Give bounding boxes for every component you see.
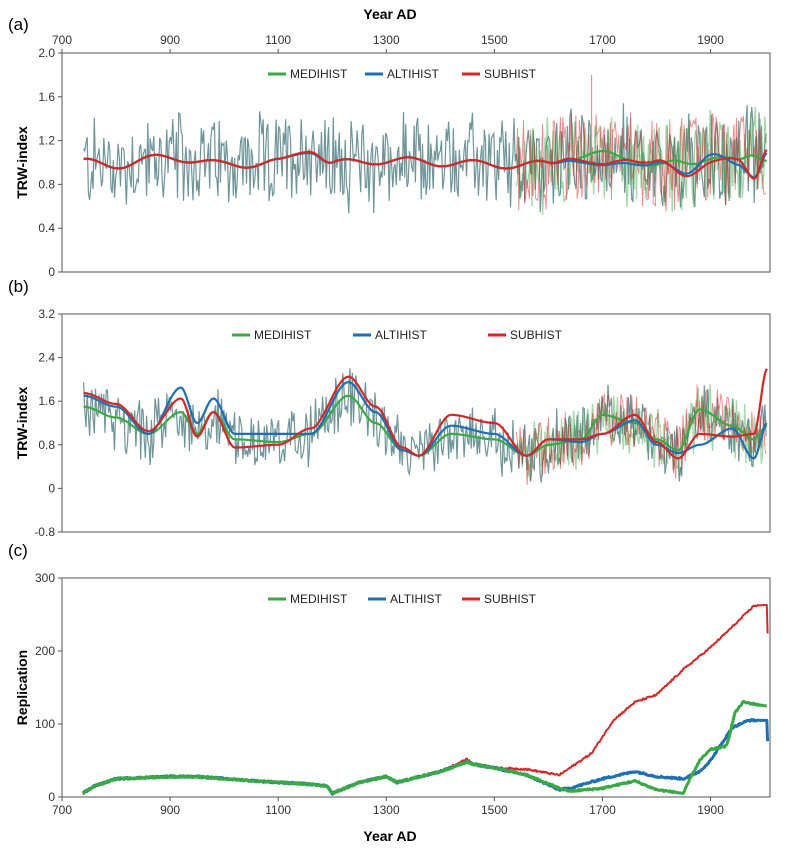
y-tick-label: 1.6 bbox=[38, 394, 55, 408]
raw-series-overlap bbox=[83, 103, 767, 214]
x-tick-label: 1300 bbox=[373, 33, 400, 47]
y-tick-label: 0.8 bbox=[38, 177, 55, 191]
series-line-medihist bbox=[81, 700, 768, 795]
x-tick-label: 1700 bbox=[589, 803, 616, 817]
panel-c: (c) Replication 0 100 200 300 700 900 1100 1300 15… bbox=[8, 541, 771, 817]
series-line-subhist bbox=[83, 149, 768, 180]
x-tick-label: 1900 bbox=[697, 803, 724, 817]
series-line-altihist bbox=[81, 718, 770, 796]
y-tick-label: 0 bbox=[48, 790, 55, 804]
y-tick-label: 0.8 bbox=[38, 438, 55, 452]
x-tick-label: 1100 bbox=[265, 33, 291, 47]
legend-label: SUBHIST bbox=[510, 328, 563, 342]
y-tick-label: 200 bbox=[35, 644, 55, 658]
x-tick-label: 1700 bbox=[589, 33, 616, 47]
y-tick-label: 3.2 bbox=[38, 307, 55, 321]
y-tick-label: 0 bbox=[48, 265, 55, 279]
legend-label: MEDIHIST bbox=[290, 592, 348, 606]
y-tick-label: 1.2 bbox=[38, 134, 55, 148]
x-tick-label: 1500 bbox=[481, 803, 508, 817]
x-tick-label: 1900 bbox=[697, 33, 724, 47]
x-tick-label: 1500 bbox=[481, 33, 508, 47]
panel-label: (a) bbox=[8, 15, 29, 34]
x-tick-label: 900 bbox=[160, 33, 180, 47]
y-tick-label: 100 bbox=[35, 717, 55, 731]
x-tick-label: 1100 bbox=[265, 803, 291, 817]
plot-frame bbox=[61, 313, 771, 533]
y-tick-label: -0.8 bbox=[34, 525, 55, 539]
panel-label: (b) bbox=[8, 277, 29, 296]
raw-series-subhist bbox=[515, 112, 767, 212]
plot-frame bbox=[61, 577, 771, 798]
legend-label: SUBHIST bbox=[484, 592, 537, 606]
series-line-subhist bbox=[82, 604, 769, 795]
y-axis-title: TRW-index bbox=[14, 387, 30, 460]
legend-label: ALTIHIST bbox=[390, 592, 442, 606]
x-tick-label: 700 bbox=[52, 33, 72, 47]
y-tick-label: 300 bbox=[35, 571, 55, 585]
y-axis-title: Replication bbox=[14, 650, 30, 725]
legend-label: MEDIHIST bbox=[290, 67, 348, 81]
plot-frame bbox=[61, 52, 771, 273]
panel-label: (c) bbox=[8, 541, 28, 560]
top-axis-title: Year AD bbox=[363, 6, 416, 22]
legend-label: ALTIHIST bbox=[375, 328, 427, 342]
x-tick-label: 700 bbox=[52, 803, 72, 817]
legend-label: ALTIHIST bbox=[387, 67, 439, 81]
x-tick-label: 900 bbox=[160, 803, 180, 817]
y-tick-label: 2.4 bbox=[38, 351, 55, 365]
y-tick-label: 1.6 bbox=[38, 90, 55, 104]
panel-b: (b) TRW-index -0.8 0 0.8 1.6 2.4 3.2 MEDIHIST ALT… bbox=[8, 277, 771, 539]
y-tick-label: 2.0 bbox=[38, 46, 55, 60]
legend-label: SUBHIST bbox=[484, 67, 537, 81]
y-tick-label: 0 bbox=[48, 481, 55, 495]
raw-series-medihist bbox=[515, 384, 767, 477]
y-tick-label: 0.4 bbox=[38, 221, 55, 235]
x-tick-label: 1300 bbox=[373, 803, 400, 817]
legend-label: MEDIHIST bbox=[254, 328, 312, 342]
series-line-subhist bbox=[83, 368, 768, 460]
y-axis-title: TRW-index bbox=[14, 126, 30, 199]
bottom-axis-title: Year AD bbox=[363, 828, 416, 844]
